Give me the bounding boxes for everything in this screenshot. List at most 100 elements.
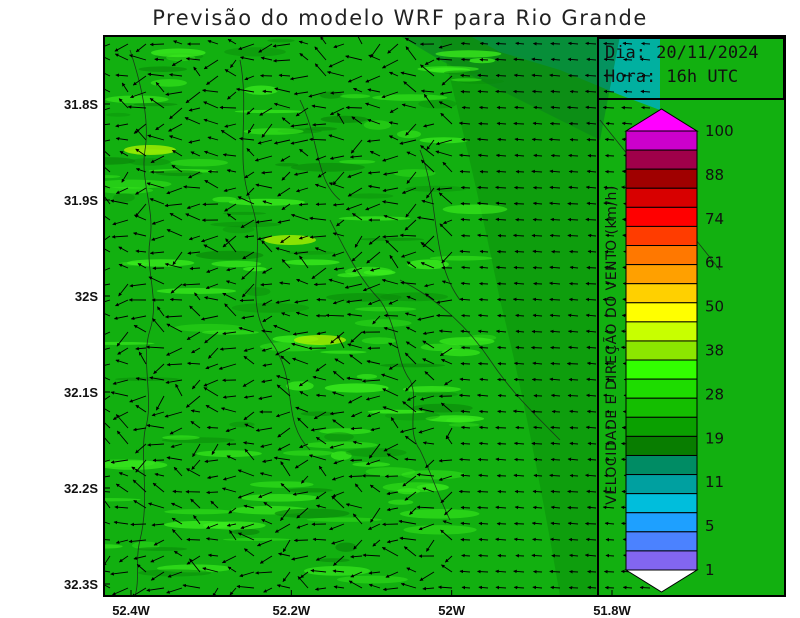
strong-wind-streak (157, 288, 237, 294)
longitude-label: 52.2W (273, 603, 311, 618)
wind-arrow (220, 107, 236, 108)
wind-arrow (460, 171, 470, 172)
colorbar-label: 88 (705, 166, 724, 184)
weak-wind-streak (286, 251, 336, 255)
wind-arrow (479, 555, 489, 556)
wind-arrow (568, 204, 578, 205)
colorbar-swatch (626, 284, 697, 303)
strong-wind-streak (325, 383, 389, 392)
colorbar-swatch (626, 226, 697, 245)
wind-arrow (514, 379, 524, 380)
weak-wind-streak (305, 127, 338, 131)
wind-arrow (461, 364, 470, 365)
latitude-label: 31.9S (64, 193, 98, 208)
weak-wind-streak (291, 163, 365, 172)
wind-arrow (551, 155, 560, 156)
wind-arrow (294, 540, 308, 541)
wind-arrow (551, 363, 560, 364)
wind-arrow (207, 492, 218, 493)
wind-arrow (514, 267, 524, 268)
wind-arrow (459, 491, 470, 492)
wind-arrow (349, 476, 362, 477)
wind-arrow (480, 284, 489, 285)
weak-wind-streak (78, 157, 135, 165)
wind-arrow (604, 572, 614, 573)
latitude-label: 32.1S (64, 385, 98, 400)
colorbar-swatch (626, 131, 697, 150)
weak-wind-streak (106, 113, 131, 117)
strong-wind-streak (171, 159, 228, 166)
strong-wind-streak (417, 484, 449, 491)
weak-wind-streak (267, 39, 294, 43)
colorbar-swatch (626, 532, 697, 551)
longitude-label: 52.4W (112, 603, 150, 618)
weak-wind-streak (275, 163, 298, 166)
latitude-label: 32S (75, 289, 98, 304)
colorbar-swatch (626, 341, 697, 360)
weak-wind-streak (137, 547, 188, 551)
wind-arrow (642, 107, 651, 108)
strong-wind-streak (362, 337, 396, 344)
weak-wind-streak (232, 303, 309, 313)
strong-wind-streak (339, 160, 375, 164)
wind-arrow (568, 508, 578, 509)
strong-wind-streak (174, 324, 244, 332)
colorbar-label: 11 (705, 473, 724, 491)
wind-arrow (513, 91, 524, 92)
strong-wind-streak (403, 386, 461, 393)
strong-wind-streak (469, 58, 495, 63)
colorbar-swatch (626, 150, 697, 169)
strong-wind-streak (223, 538, 291, 541)
wind-arrow (550, 235, 560, 236)
wind-arrow (478, 187, 488, 188)
strong-wind-streak (446, 417, 475, 423)
wind-arrow (516, 427, 524, 428)
wind-arrow (461, 507, 470, 508)
wind-arrow (479, 347, 488, 348)
strong-wind-streak (366, 467, 416, 476)
colorbar-swatch (626, 398, 697, 417)
wind-arrow (588, 572, 596, 573)
wind-arrow (314, 284, 326, 285)
latitude-label: 32.3S (64, 577, 98, 592)
strong-wind-streak (211, 261, 261, 267)
wind-arrow (497, 107, 506, 108)
colorbar-swatch (626, 360, 697, 379)
weak-wind-streak (244, 287, 270, 296)
strong-wind-streak (337, 576, 408, 584)
wind-arrow (437, 316, 452, 317)
wind-arrow (552, 411, 560, 412)
wind-arrow (479, 124, 488, 125)
wind-arrow (550, 571, 560, 572)
colorbar-swatch (626, 436, 697, 455)
weak-wind-streak (380, 292, 448, 301)
wind-arrow (514, 524, 524, 525)
wind-arrow (498, 491, 506, 492)
strong-wind-streak (162, 435, 199, 440)
wind-arrow (569, 155, 578, 156)
wind-arrow (570, 140, 578, 141)
wind-arrow (207, 427, 218, 428)
strong-wind-streak (240, 494, 319, 502)
strong-wind-streak (469, 335, 497, 341)
colorbar-label: 100 (705, 122, 734, 140)
wind-arrow (587, 268, 596, 269)
wind-arrow (187, 540, 200, 541)
colorbar-swatch (626, 551, 697, 570)
wind-arrow (514, 188, 524, 189)
colorbar-label: 28 (705, 385, 724, 403)
wind-arrow (531, 348, 542, 349)
peak-wind-patch (124, 145, 176, 155)
strong-wind-streak (430, 256, 492, 261)
wind-arrow (514, 204, 524, 205)
wind-arrow (586, 284, 596, 285)
wind-arrow (534, 284, 542, 285)
weak-wind-streak (138, 569, 211, 576)
wind-arrow (605, 172, 614, 173)
strong-wind-streak (357, 374, 377, 379)
weak-wind-streak (321, 116, 368, 123)
wind-arrow (351, 460, 363, 461)
wind-arrow (551, 219, 560, 220)
strong-wind-streak (96, 175, 121, 178)
